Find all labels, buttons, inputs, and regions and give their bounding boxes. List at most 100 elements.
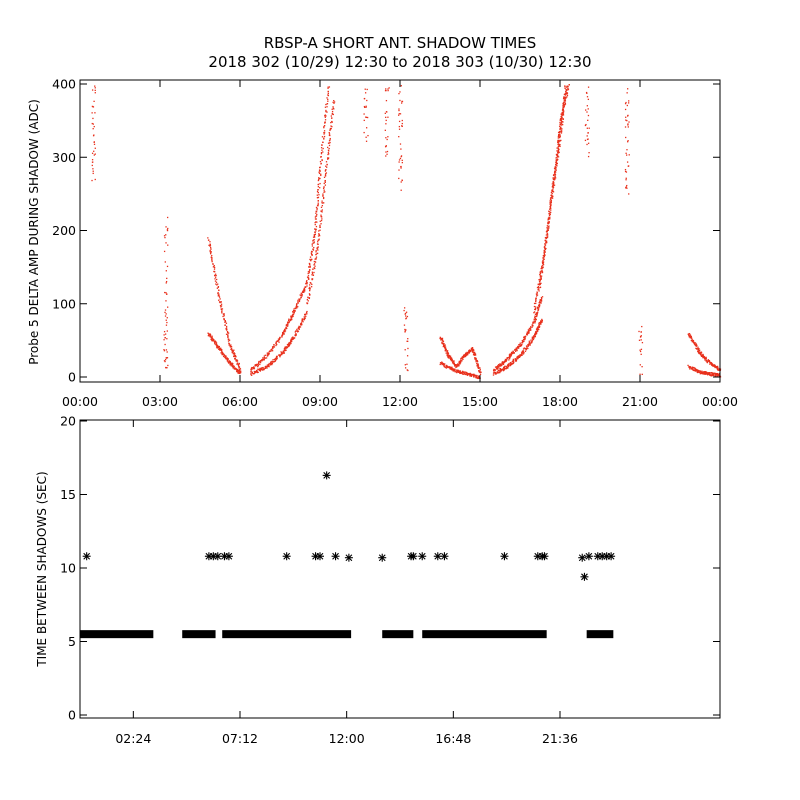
top-data-point xyxy=(313,242,315,244)
top-data-point xyxy=(406,315,409,318)
top-data-point xyxy=(307,275,310,277)
top-data-point xyxy=(503,366,506,369)
top-data-point xyxy=(303,291,305,293)
top-data-point xyxy=(538,326,541,328)
top-data-point xyxy=(557,151,559,153)
top-data-point xyxy=(627,88,629,90)
top-data-point xyxy=(307,272,309,275)
top-data-point xyxy=(92,117,94,120)
top-data-point xyxy=(267,353,270,356)
top-data-point xyxy=(387,88,389,90)
top-data-point xyxy=(555,169,557,171)
top-data-point xyxy=(449,355,452,357)
bottom-ytick-label: 5 xyxy=(68,634,76,649)
top-data-point xyxy=(701,372,703,375)
top-data-point xyxy=(319,187,321,189)
top-data-point xyxy=(93,143,96,145)
top-data-point xyxy=(313,239,315,241)
top-data-point xyxy=(292,311,294,313)
top-data-point xyxy=(163,360,166,362)
top-data-point xyxy=(219,347,221,349)
top-data-point xyxy=(544,247,546,250)
top-data-point xyxy=(513,361,515,364)
top-data-point xyxy=(547,228,549,230)
top-data-point xyxy=(305,311,308,314)
top-data-point xyxy=(639,364,641,366)
top-data-point xyxy=(309,269,311,271)
top-data-point xyxy=(218,345,220,348)
top-data-point xyxy=(539,279,541,281)
top-data-point xyxy=(316,207,318,210)
top-data-point xyxy=(534,313,537,316)
top-data-point xyxy=(561,116,563,119)
top-data-point xyxy=(227,336,229,339)
top-data-point xyxy=(530,342,533,344)
top-data-point xyxy=(217,291,219,294)
top-data-point xyxy=(165,300,167,302)
top-data-point xyxy=(323,130,326,132)
top-data-point xyxy=(317,179,320,182)
top-data-point xyxy=(446,350,448,353)
top-data-point xyxy=(285,346,287,348)
top-data-point xyxy=(474,354,477,356)
top-data-point xyxy=(504,361,506,363)
top-data-point xyxy=(208,333,210,335)
top-data-point xyxy=(473,376,475,378)
top-data-point xyxy=(551,186,554,188)
top-data-point xyxy=(325,115,327,117)
top-data-point xyxy=(564,92,566,95)
top-panel-data-layer xyxy=(91,84,722,380)
top-data-point xyxy=(212,339,214,341)
top-data-point xyxy=(165,234,167,236)
top-data-point xyxy=(230,362,233,365)
top-data-point xyxy=(320,206,323,208)
top-data-point xyxy=(524,347,526,350)
top-data-point xyxy=(539,273,541,276)
top-data-point xyxy=(515,347,517,349)
top-data-point xyxy=(507,363,510,366)
top-data-point xyxy=(165,357,167,359)
top-data-point xyxy=(552,186,554,189)
baseline-star-band xyxy=(222,630,352,639)
top-data-point xyxy=(693,369,696,372)
top-data-point xyxy=(326,97,328,99)
top-data-point xyxy=(545,247,547,250)
top-data-point xyxy=(536,330,539,332)
top-data-point xyxy=(538,324,541,326)
top-data-point xyxy=(217,345,219,348)
top-data-point xyxy=(285,349,287,351)
top-data-point xyxy=(314,236,316,238)
top-data-point xyxy=(468,352,470,354)
top-data-point xyxy=(318,239,320,241)
top-data-point xyxy=(627,124,629,126)
top-data-point xyxy=(699,372,701,375)
top-data-point xyxy=(543,252,545,255)
top-data-point xyxy=(318,171,320,173)
top-data-point xyxy=(714,375,717,377)
baseline-star-band xyxy=(182,630,216,639)
top-data-point xyxy=(535,312,538,314)
top-data-point xyxy=(703,356,705,358)
top-data-point xyxy=(547,223,549,225)
top-data-point xyxy=(557,150,560,152)
top-data-point xyxy=(465,352,467,354)
top-data-point xyxy=(318,234,321,237)
top-data-point xyxy=(505,365,507,367)
top-data-point xyxy=(695,343,697,346)
top-data-point xyxy=(559,119,561,121)
top-data-point xyxy=(286,343,289,346)
top-data-point xyxy=(439,337,441,340)
top-data-point xyxy=(296,330,299,332)
top-data-point xyxy=(456,366,458,368)
top-data-point xyxy=(478,377,480,379)
top-data-point xyxy=(323,132,326,134)
top-data-point xyxy=(586,111,588,113)
top-data-point xyxy=(234,355,236,358)
top-data-point xyxy=(441,338,444,340)
top-data-point xyxy=(459,360,462,362)
top-data-point xyxy=(215,283,217,285)
top-data-point xyxy=(538,283,540,285)
top-data-point xyxy=(385,89,387,92)
top-data-point xyxy=(327,153,329,156)
